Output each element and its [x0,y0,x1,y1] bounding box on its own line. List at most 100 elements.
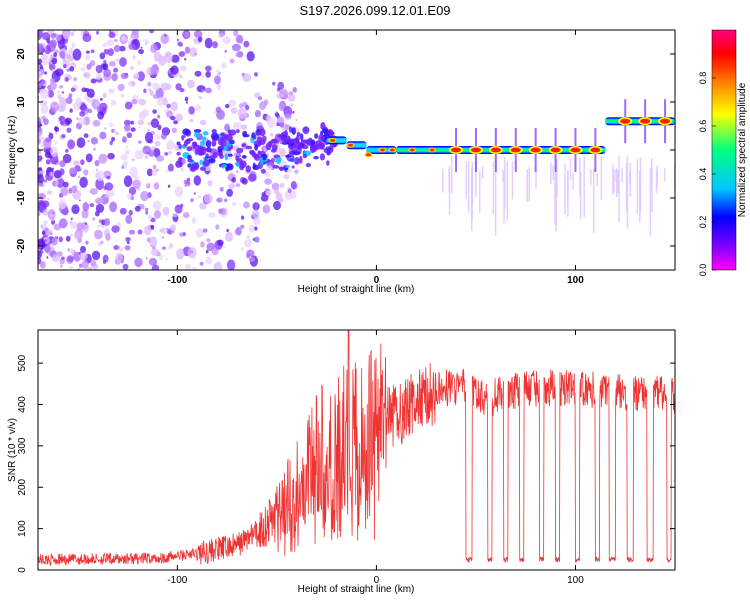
signal-blob [187,154,192,161]
noise-blob [143,225,152,236]
noise-blob [215,224,220,230]
noise-blob [60,187,69,196]
signal-blob [193,128,202,133]
noise-blob [144,207,149,212]
signal-blob [208,158,216,164]
noise-blob [247,173,257,182]
signal-blob [198,148,207,156]
signal-blob [193,132,201,138]
noise-blob [90,137,99,145]
signal-blob [241,154,247,159]
noise-blob [49,39,57,48]
noise-blob [170,115,176,121]
noise-blob [170,101,179,112]
noise-blob [59,168,65,176]
noise-blob [194,52,197,56]
noise-blob [69,248,75,255]
noise-blob [228,99,237,107]
noise-blob [198,96,202,100]
noise-blob [224,198,228,203]
signal-blob [221,164,228,168]
noise-blob [70,217,73,221]
noise-blob [173,144,179,151]
noise-blob [264,171,271,178]
signal-blob [225,133,233,142]
noise-blob [205,87,212,94]
noise-blob [125,149,130,155]
noise-blob [120,153,128,161]
noise-blob [59,160,66,168]
noise-blob [53,51,58,58]
noise-blob [44,245,51,254]
noise-blob [246,235,250,240]
noise-blob [70,87,76,92]
noise-blob [102,42,107,48]
noise-blob [55,49,59,53]
noise-blob [121,36,127,42]
signal-blob [319,153,326,161]
noise-blob [164,34,167,37]
pulse-core [510,147,521,153]
noise-blob [38,64,41,71]
noise-blob [254,92,261,98]
noise-blob [138,140,142,144]
noise-blob [167,184,171,188]
noise-blob [38,167,43,171]
noise-blob [80,104,88,111]
pulse-core [570,147,581,153]
noise-blob [184,31,190,38]
noise-blob [140,190,149,202]
signal-blob [217,138,224,146]
noise-blob [38,211,41,217]
noise-blob [151,264,160,270]
noise-blob [290,103,294,107]
signal-blob [300,133,304,141]
ridge-hotspot-core [389,148,395,152]
signal-blob [305,162,311,168]
noise-blob [265,190,271,196]
signal-blob [220,144,225,150]
noise-blob [166,110,174,119]
noise-blob [55,34,62,42]
noise-blob [71,42,76,49]
noise-blob [164,51,173,64]
noise-blob [65,148,69,153]
noise-blob [184,96,189,102]
noise-blob [217,239,224,246]
noise-blob [147,81,152,87]
snr-x-label: Height of straight line (km) [298,584,415,595]
noise-blob [79,111,86,117]
noise-blob [96,170,105,182]
noise-blob [279,182,285,189]
noise-blob [138,49,144,55]
noise-blob [152,200,162,211]
signal-blob [294,138,300,145]
noise-blob [77,175,80,178]
noise-blob [119,207,127,215]
noise-blob [151,248,160,257]
noise-blob [59,258,65,265]
signal-blob [314,133,319,139]
noise-blob [127,80,136,88]
spectrogram-y-label: Frequency (Hz) [7,116,18,185]
noise-blob [234,35,238,39]
noise-blob [164,152,169,156]
snr-y-tick-label: 300 [17,437,28,454]
signal-blob [242,130,248,138]
noise-blob [192,222,195,225]
noise-blob [117,83,125,92]
snr-y-tick-label: 100 [17,520,28,537]
signal-blob [236,147,244,154]
noise-blob [225,231,233,242]
signal-blob [224,153,229,161]
noise-blob [142,145,152,155]
noise-blob [38,257,42,265]
noise-blob [144,43,148,46]
colorbar: 0.0 0.2 0.4 0.6 0.8 Normalized spectral ampl… [698,29,748,276]
noise-blob [104,127,107,130]
noise-blob [260,194,269,202]
noise-blob [76,222,84,231]
noise-blob [113,67,119,73]
noise-blob [279,147,286,158]
noise-blob [43,220,48,225]
